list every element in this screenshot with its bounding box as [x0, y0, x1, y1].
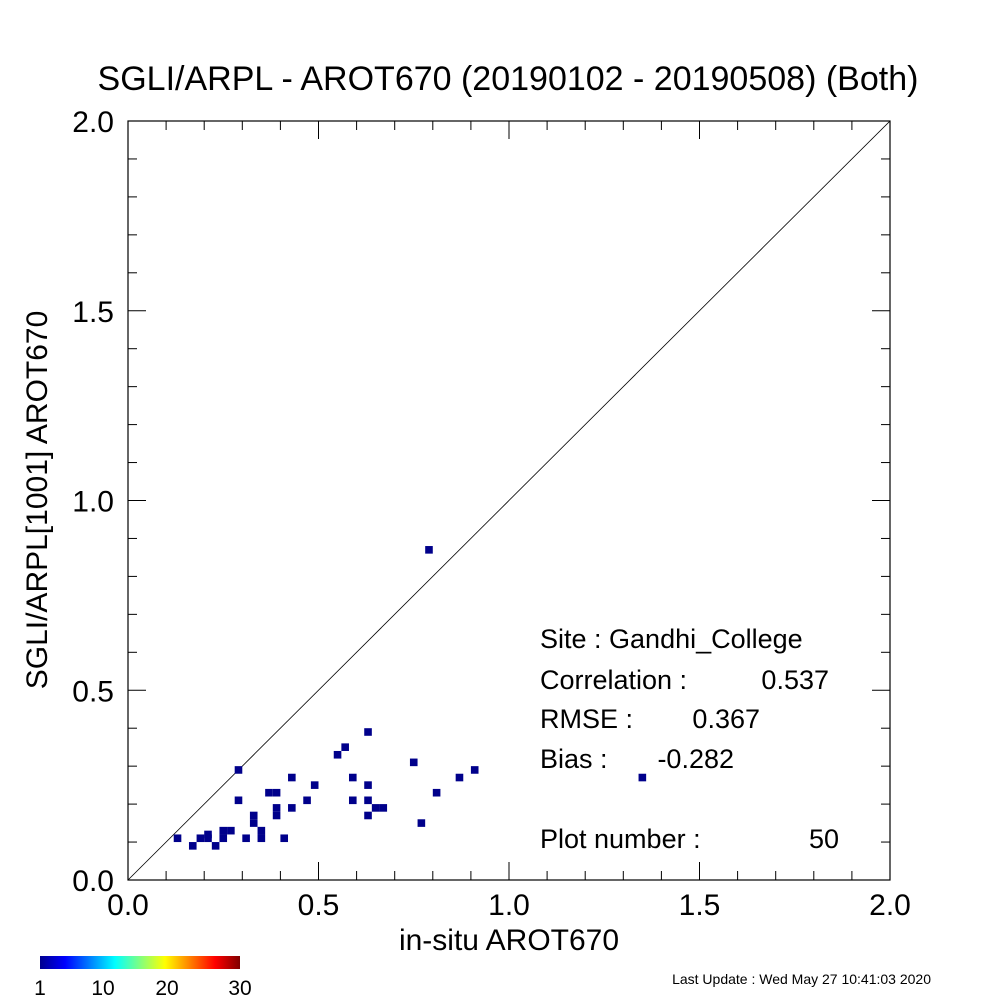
bias-label: Bias : — [540, 744, 608, 774]
data-point — [272, 788, 281, 797]
colorbar-labels: 1 10 20 30 — [34, 977, 252, 1000]
data-point — [272, 804, 281, 812]
data-point — [371, 804, 380, 812]
correlation-label: Correlation : — [540, 665, 687, 695]
data-point — [303, 796, 311, 805]
data-point — [364, 781, 372, 789]
data-point — [409, 758, 418, 767]
bias-value: -0.282 — [657, 744, 734, 774]
data-point — [341, 743, 349, 751]
data-point — [227, 826, 235, 835]
x-axis-label: in-situ AROT670 — [399, 924, 619, 957]
x-tick-label: 1.0 — [488, 889, 530, 922]
data-point — [219, 826, 228, 835]
x-tick-label: 0.0 — [107, 889, 149, 922]
y-tick-label: 1.5 — [72, 296, 114, 329]
data-point — [249, 811, 258, 820]
y-tick-labels: 0.0 0.5 1.0 1.5 2.0 — [72, 106, 114, 898]
x-tick-label: 2.0 — [869, 889, 911, 922]
data-point — [196, 834, 205, 843]
colorbar-label: 10 — [91, 977, 114, 1000]
colorbar-label: 1 — [34, 977, 46, 1000]
data-point — [280, 834, 289, 843]
colorbar — [40, 956, 240, 969]
data-point — [348, 773, 357, 782]
y-axis-label: SGLI/ARPL[1001] AROT670 — [21, 311, 54, 690]
data-point — [432, 788, 441, 797]
correlation-value: 0.537 — [761, 665, 829, 695]
last-update: Last Update : Wed May 27 10:41:03 2020 — [672, 971, 931, 987]
rmse-value: 0.367 — [692, 704, 760, 734]
data-point — [234, 766, 243, 774]
data-point — [379, 804, 388, 812]
plot-number-value: 50 — [809, 824, 839, 854]
data-point — [455, 773, 464, 782]
x-tick-labels: 0.0 0.5 1.0 1.5 2.0 — [107, 889, 911, 922]
rmse-label: RMSE : — [540, 704, 633, 734]
y-tick-label: 2.0 — [72, 106, 114, 139]
data-point — [348, 796, 357, 805]
data-point — [257, 826, 266, 835]
chart-title: SGLI/ARPL - AROT670 (20190102 - 20190508… — [98, 60, 919, 98]
y-tick-label: 1.0 — [72, 486, 114, 519]
data-point — [470, 766, 479, 774]
data-point — [204, 830, 212, 839]
data-point — [288, 804, 296, 812]
one-to-one-line — [127, 120, 891, 881]
data-point — [310, 781, 319, 789]
site-label: Site : Gandhi_College — [540, 624, 803, 654]
data-point — [249, 819, 258, 827]
stats-panel: Site : Gandhi_College Correlation : 0.53… — [540, 624, 839, 854]
data-point — [364, 811, 372, 820]
y-tick-label: 0.0 — [72, 865, 114, 898]
data-point — [417, 819, 426, 827]
plot-number-label: Plot number : — [540, 824, 701, 854]
data-point — [425, 546, 433, 554]
colorbar-label: 20 — [155, 977, 178, 1000]
data-point — [364, 728, 372, 736]
data-point — [211, 842, 220, 850]
data-point — [219, 834, 228, 843]
data-point — [272, 811, 281, 820]
data-point — [242, 834, 250, 843]
data-point — [188, 842, 197, 850]
data-point — [638, 773, 647, 782]
data-point — [234, 796, 243, 805]
data-point — [333, 750, 342, 759]
x-tick-label: 1.5 — [679, 889, 721, 922]
data-point — [257, 834, 266, 843]
x-tick-label: 0.5 — [298, 889, 340, 922]
data-points — [173, 546, 647, 850]
data-point — [173, 834, 182, 843]
colorbar-label: 30 — [228, 977, 251, 1000]
data-point — [288, 773, 296, 782]
data-point — [364, 796, 372, 805]
axis-ticks — [127, 120, 891, 881]
y-tick-label: 0.5 — [72, 675, 114, 708]
data-point — [265, 788, 273, 797]
